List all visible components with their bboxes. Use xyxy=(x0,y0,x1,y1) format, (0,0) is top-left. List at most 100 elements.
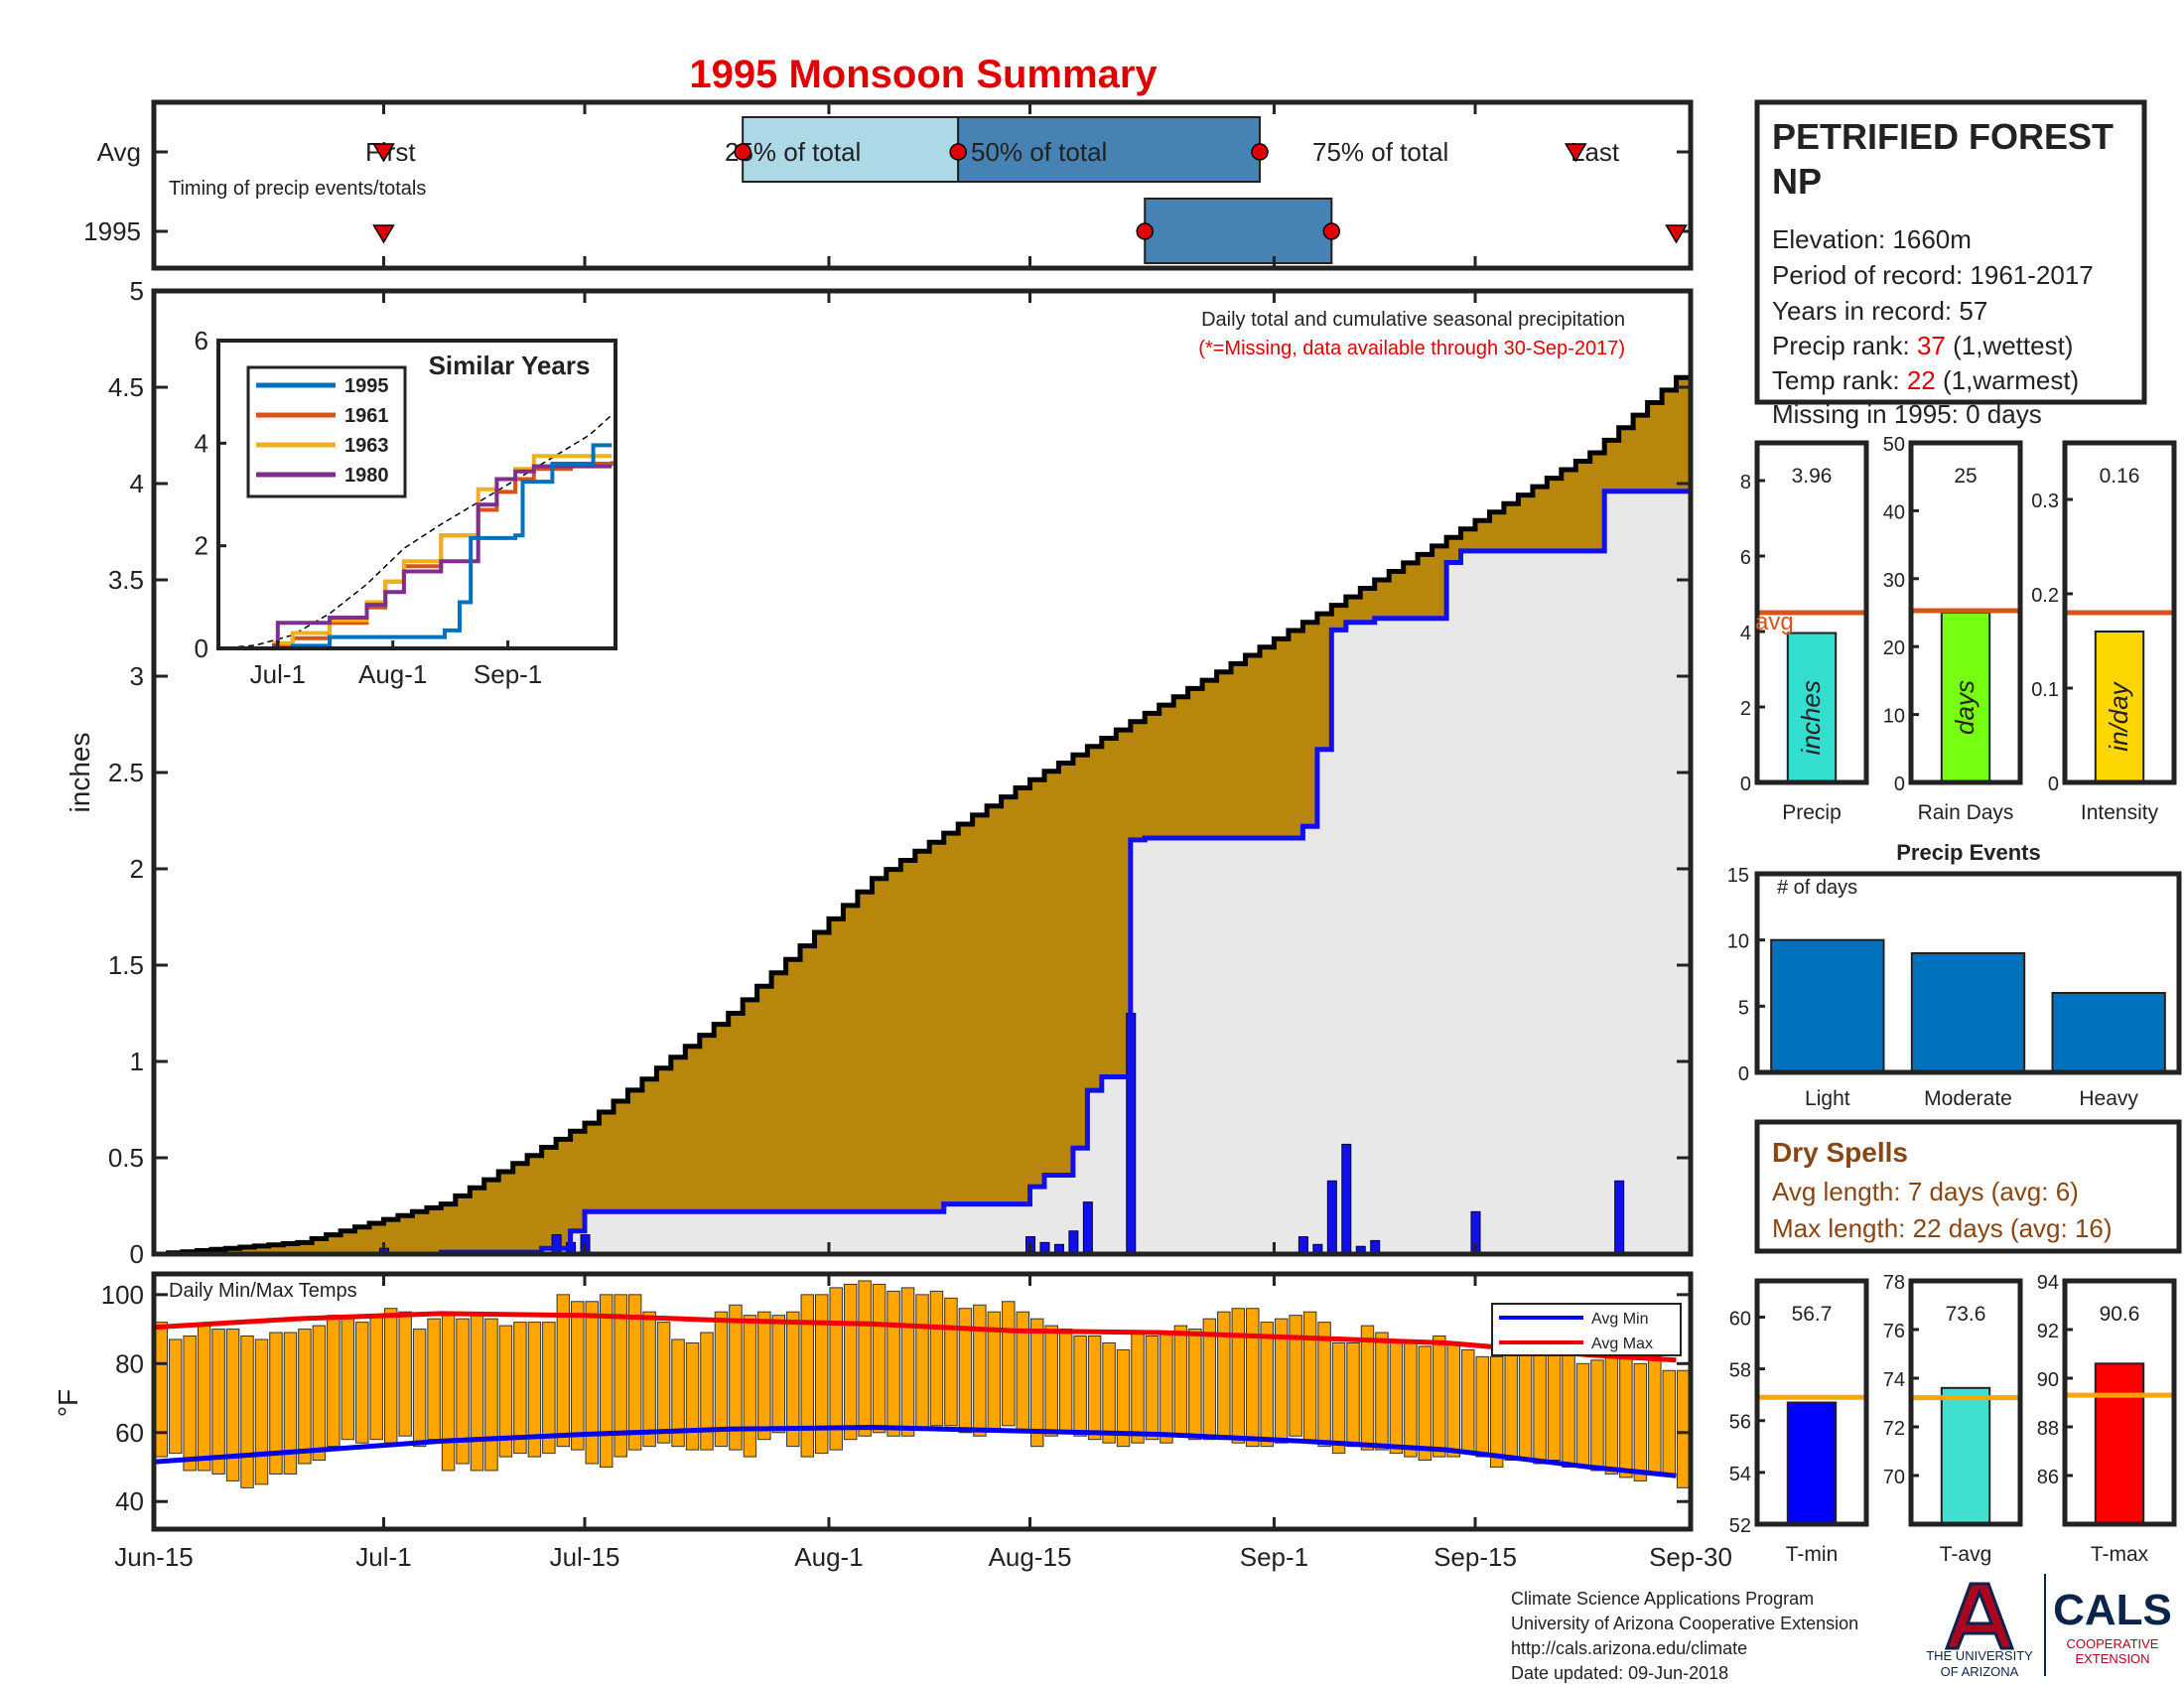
event-bar-heavy xyxy=(2051,992,2166,1073)
timing-frame xyxy=(151,99,1694,271)
station-precip-rank: Precip rank: 37 (1,wettest) xyxy=(1772,331,2073,360)
daily-temp-bar xyxy=(470,1315,484,1472)
summary-label: Rain Days xyxy=(1918,801,2014,824)
cumulative-year-line xyxy=(154,489,1691,1257)
temp-frame xyxy=(151,1271,1694,1532)
daily-temp-bar xyxy=(1317,1322,1331,1448)
daily-precip-bar xyxy=(1614,1180,1625,1255)
events-axes: Light Moderate Heavy 0 5 10 15 xyxy=(1727,865,2139,1110)
daily-temp-bar xyxy=(585,1301,599,1465)
summary-bar-frame xyxy=(1754,440,1869,785)
daily-temp-bar xyxy=(369,1315,383,1441)
daily-temp-bar xyxy=(900,1287,915,1437)
cals-logo: CALS xyxy=(2053,1586,2172,1634)
summary-value: 3.96 xyxy=(1792,465,1833,488)
daily-temp-bar xyxy=(1489,1355,1504,1468)
daily-temp-bar xyxy=(211,1329,225,1475)
inset-frame xyxy=(216,339,617,650)
timing-row-year: 1995 xyxy=(83,216,141,246)
x-tick-label: Jul-15 xyxy=(550,1542,620,1572)
daily-temp-bar xyxy=(1461,1348,1475,1455)
inset-legend-label: 1980 xyxy=(344,465,389,487)
daily-precip-bar xyxy=(1341,1143,1352,1255)
summary-y-tick-label: 20 xyxy=(1883,637,1905,659)
summary-value: 25 xyxy=(1954,465,1977,488)
daily-temp-bar xyxy=(1058,1329,1073,1434)
dry-spells-avg: Avg length: 7 days (avg: 6) xyxy=(1772,1177,2079,1206)
x-tick-label: Sep-15 xyxy=(1433,1542,1517,1572)
daily-temp-bar xyxy=(642,1311,656,1448)
inset-y-tick-label: 0 xyxy=(195,633,208,663)
daily-temp-bar xyxy=(154,1322,168,1458)
daily-temp-bar xyxy=(398,1311,412,1437)
summary-y-tick-label: 76 xyxy=(1883,1321,1905,1342)
precip-y-tick-label: 2 xyxy=(130,854,144,884)
inset-legend-label: 1961 xyxy=(344,405,389,427)
timing-subtitle: Timing of precip events/totals xyxy=(169,178,426,200)
summary-value: 90.6 xyxy=(2100,1303,2140,1326)
daily-temp-bar xyxy=(1648,1355,1662,1475)
inset-y-tick-label: 2 xyxy=(195,531,208,561)
event-bar-light xyxy=(1770,938,1885,1074)
daily-temp-bar xyxy=(571,1301,585,1451)
daily-temp-bar xyxy=(800,1294,814,1458)
daily-temp-bar xyxy=(1030,1318,1044,1448)
daily-temp-bar xyxy=(383,1308,398,1444)
daily-temp-bar xyxy=(197,1325,211,1472)
cals-sub2: EXTENSION xyxy=(2075,1651,2149,1666)
summary-label: Intensity xyxy=(2081,801,2159,824)
inset-average-line xyxy=(217,414,613,649)
daily-temp-bar xyxy=(254,1338,269,1485)
temp-y-label: °F xyxy=(53,1389,83,1417)
summary-y-tick-label: 8 xyxy=(1740,472,1751,493)
daily-temp-bar xyxy=(771,1315,786,1434)
inset-y-tick-label: 4 xyxy=(195,428,208,458)
ua-logo-text2: OF ARIZONA xyxy=(1941,1664,2019,1679)
daily-temp-bar xyxy=(527,1322,542,1458)
daily-temp-bar xyxy=(1389,1338,1404,1455)
precip-y-tick-label: 1 xyxy=(130,1047,144,1076)
summary-y-tick-label: 74 xyxy=(1883,1369,1905,1391)
summary-unit-label: in/day xyxy=(2104,680,2133,751)
precip-y-tick-label: 2.5 xyxy=(108,758,144,787)
precip-y-tick-label: 0 xyxy=(130,1239,144,1269)
summary-label: Precip xyxy=(1782,801,1842,824)
station-temp-rank: Temp rank: 22 (1,warmest) xyxy=(1772,365,2079,395)
daily-temp-bar xyxy=(1002,1301,1016,1427)
summary-y-tick-label: 30 xyxy=(1883,570,1905,592)
summary-bar-frame xyxy=(2062,1278,2177,1527)
timing-panel: Avg 1995 Timing of precip events/totals … xyxy=(83,99,1694,271)
daily-temp-bar xyxy=(944,1297,958,1427)
daily-temp-bar xyxy=(1160,1332,1173,1444)
daily-temp-bar xyxy=(1331,1341,1346,1455)
inset-x-tick-label: Sep-1 xyxy=(474,659,542,689)
events-y-tick-label: 5 xyxy=(1738,997,1749,1019)
daily-temp-bar xyxy=(1260,1322,1274,1448)
daily-temp-bar xyxy=(1433,1336,1446,1458)
daily-temp-bar xyxy=(627,1294,642,1451)
events-title: Precip Events xyxy=(1896,840,2041,865)
inset-series-1995 xyxy=(218,443,613,650)
summary-y-tick-label: 88 xyxy=(2037,1418,2059,1440)
daily-temp-bar xyxy=(973,1304,987,1437)
daily-temp-bar xyxy=(1145,1336,1160,1441)
precip-y-tick-label: 3 xyxy=(130,661,144,691)
year-p25-marker xyxy=(1136,222,1154,240)
daily-temp-bar xyxy=(887,1290,900,1437)
daily-temp-bar xyxy=(312,1325,327,1462)
daily-temp-bar xyxy=(1475,1355,1489,1458)
avg-first-marker xyxy=(372,143,395,163)
inset-x-tick-label: Jul-1 xyxy=(250,659,306,689)
station-period: Period of record: 1961-2017 xyxy=(1772,260,2094,290)
daily-temp-bar xyxy=(1633,1362,1648,1481)
summary-value: 73.6 xyxy=(1946,1303,1986,1326)
daily-temp-bar xyxy=(341,1318,355,1441)
summary-y-tick-label: 72 xyxy=(1883,1418,1905,1440)
avg-p50-marker xyxy=(949,143,967,161)
daily-temp-bar xyxy=(1246,1308,1260,1448)
summary-y-tick-label: 60 xyxy=(1729,1308,1751,1330)
